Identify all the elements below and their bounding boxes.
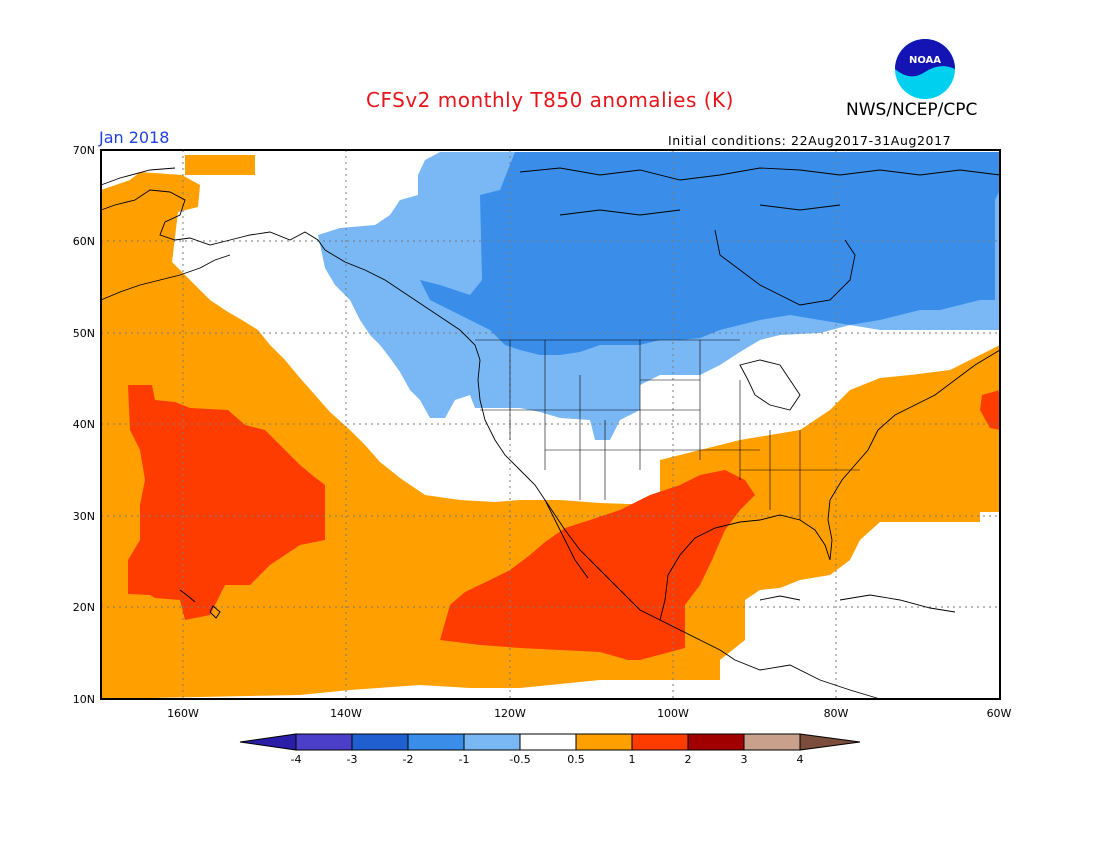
region-canada-negative xyxy=(420,152,1000,355)
colorbar-label: -0.5 xyxy=(509,753,530,766)
lat-label: 20N xyxy=(73,601,95,614)
lon-label: 120W xyxy=(494,707,526,720)
state-borders xyxy=(475,339,860,520)
lat-axis-labels: 10N 20N 30N 40N 50N 60N 70N xyxy=(73,144,95,706)
colorbar-swatch xyxy=(743,733,801,751)
colorbar-label: -2 xyxy=(403,753,414,766)
noaa-logo-icon: NOAA xyxy=(895,39,955,99)
colorbar-swatch xyxy=(463,733,521,751)
lon-label: 140W xyxy=(330,707,362,720)
colorbar-label: 2 xyxy=(685,753,692,766)
lon-label: 100W xyxy=(657,707,689,720)
lat-label: 40N xyxy=(73,418,95,431)
colorbar-label: -1 xyxy=(459,753,470,766)
region-bering-positive xyxy=(185,155,255,175)
colorbar-label: 3 xyxy=(741,753,748,766)
map-grid xyxy=(101,150,1000,699)
colorbar-swatch xyxy=(351,733,409,751)
map-title: CFSv2 monthly T850 anomalies (K) xyxy=(366,88,734,112)
lon-label: 60W xyxy=(987,707,1012,720)
initial-conditions: Initial conditions: 22Aug2017-31Aug2017 xyxy=(668,133,952,148)
colorbar-swatch xyxy=(407,733,465,751)
colorbar-swatch xyxy=(687,733,745,751)
lat-label: 70N xyxy=(73,144,95,157)
colorbar-swatch xyxy=(575,733,633,751)
region-pacific-strong-positive xyxy=(128,385,325,620)
region-mexico-strong-positive xyxy=(440,470,755,660)
lat-label: 60N xyxy=(73,235,95,248)
colorbar-swatch xyxy=(295,733,353,751)
colorbar-label: 0.5 xyxy=(567,753,585,766)
lon-axis-labels: 160W 140W 120W 100W 80W 60W xyxy=(167,707,1011,720)
lat-label: 10N xyxy=(73,693,95,706)
region-atlantic-strong-positive xyxy=(980,390,1000,430)
colorbar-label: -3 xyxy=(347,753,358,766)
anomaly-fields xyxy=(101,150,1000,699)
colorbar-swatch xyxy=(239,733,297,751)
lon-label: 80W xyxy=(824,707,849,720)
logo-text: NOAA xyxy=(909,55,941,66)
plot-frame xyxy=(100,149,1001,700)
agency-label: NWS/NCEP/CPC xyxy=(846,100,978,120)
colorbar-swatch xyxy=(631,733,689,751)
colorbar xyxy=(239,733,861,751)
colorbar-swatch xyxy=(519,733,577,751)
colorbar-label: -4 xyxy=(291,753,302,766)
lat-label: 30N xyxy=(73,510,95,523)
colorbar-label: 1 xyxy=(629,753,636,766)
colorbar-swatch xyxy=(799,733,861,751)
coastlines xyxy=(100,167,1001,700)
lat-label: 50N xyxy=(73,327,95,340)
colorbar-label: 4 xyxy=(797,753,804,766)
colorbar-labels: -4 -3 -2 -1 -0.5 0.5 1 2 3 4 xyxy=(291,753,804,766)
lon-label: 160W xyxy=(167,707,199,720)
forecast-period: Jan 2018 xyxy=(99,128,170,147)
